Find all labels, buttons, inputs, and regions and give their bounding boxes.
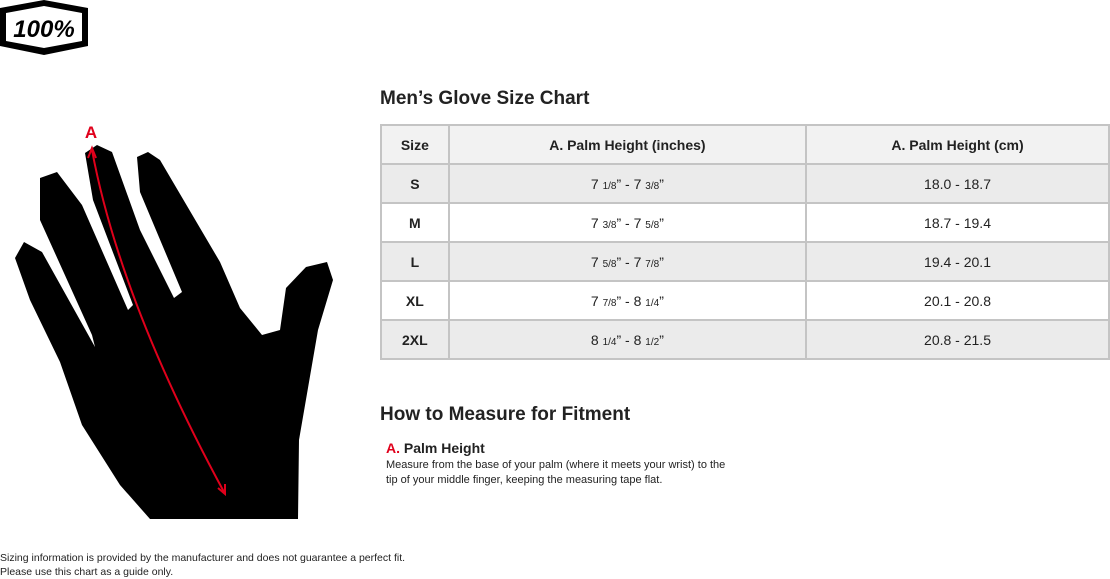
cell-size: S bbox=[380, 163, 450, 204]
cell-inches: 7 5/8” - 7 7/8” bbox=[447, 241, 808, 282]
measure-instructions: A. Palm Height Measure from the base of … bbox=[386, 441, 725, 488]
measure-label: A. bbox=[386, 440, 400, 456]
cell-inches: 7 1/8” - 7 3/8” bbox=[447, 163, 808, 204]
disclaimer-2: Please use this chart as a guide only. bbox=[0, 566, 174, 578]
table-row: L 7 5/8” - 7 7/8” 19.4 - 20.1 bbox=[380, 241, 1110, 282]
size-table: Size A. Palm Height (inches) A. Palm Hei… bbox=[380, 124, 1110, 360]
table-header: Size A. Palm Height (inches) A. Palm Hei… bbox=[380, 124, 1110, 165]
hand-diagram: A bbox=[15, 123, 333, 519]
disclaimer-1: Sizing information is provided by the ma… bbox=[0, 552, 406, 564]
cell-size: M bbox=[380, 202, 450, 243]
measure-text-1: Measure from the base of your palm (wher… bbox=[386, 459, 726, 471]
table-row: M 7 3/8” - 7 5/8” 18.7 - 19.4 bbox=[380, 202, 1110, 243]
measure-name: Palm Height bbox=[403, 440, 485, 456]
cell-inches: 7 7/8” - 8 1/4” bbox=[447, 280, 808, 321]
cell-cm: 20.8 - 21.5 bbox=[805, 319, 1110, 360]
header-size: Size bbox=[380, 124, 450, 165]
cell-cm: 18.7 - 19.4 bbox=[805, 202, 1110, 243]
cell-cm: 18.0 - 18.7 bbox=[805, 163, 1110, 204]
cell-cm: 20.1 - 20.8 bbox=[805, 280, 1110, 321]
marker-a: A bbox=[85, 123, 97, 142]
cell-inches: 8 1/4” - 8 1/2” bbox=[447, 319, 808, 360]
disclaimer: Sizing information is provided by the ma… bbox=[0, 551, 405, 579]
header-cm: A. Palm Height (cm) bbox=[805, 124, 1110, 165]
cell-cm: 19.4 - 20.1 bbox=[805, 241, 1110, 282]
table-row: XL 7 7/8” - 8 1/4” 20.1 - 20.8 bbox=[380, 280, 1110, 321]
cell-size: 2XL bbox=[380, 319, 450, 360]
table-row: S 7 1/8” - 7 3/8” 18.0 - 18.7 bbox=[380, 163, 1110, 204]
cell-size: XL bbox=[380, 280, 450, 321]
cell-inches: 7 3/8” - 7 5/8” bbox=[447, 202, 808, 243]
cell-size: L bbox=[380, 241, 450, 282]
brand-logo: 100% bbox=[0, 0, 88, 55]
header-inches: A. Palm Height (inches) bbox=[447, 124, 808, 165]
measure-title: How to Measure for Fitment bbox=[380, 404, 631, 425]
chart-title: Men’s Glove Size Chart bbox=[380, 88, 590, 109]
measure-arrow bbox=[91, 149, 225, 493]
measure-text-2: tip of your middle finger, keeping the m… bbox=[386, 474, 663, 486]
table-row: 2XL 8 1/4” - 8 1/2” 20.8 - 21.5 bbox=[380, 319, 1110, 360]
hand-silhouette-icon bbox=[15, 145, 333, 519]
logo-text: 100% bbox=[13, 16, 74, 43]
